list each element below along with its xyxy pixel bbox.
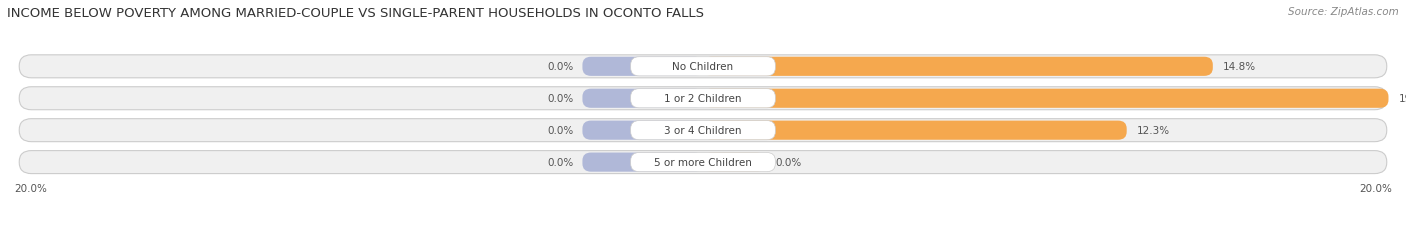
Text: 0.0%: 0.0% xyxy=(547,62,574,72)
FancyBboxPatch shape xyxy=(631,121,775,140)
Text: No Children: No Children xyxy=(672,62,734,72)
Text: 20.0%: 20.0% xyxy=(1360,183,1392,193)
FancyBboxPatch shape xyxy=(703,58,1213,76)
FancyBboxPatch shape xyxy=(631,153,775,172)
Text: 0.0%: 0.0% xyxy=(547,94,574,104)
Text: Source: ZipAtlas.com: Source: ZipAtlas.com xyxy=(1288,7,1399,17)
FancyBboxPatch shape xyxy=(703,121,1126,140)
Text: 3 or 4 Children: 3 or 4 Children xyxy=(664,126,742,136)
FancyBboxPatch shape xyxy=(703,89,1389,108)
Text: 12.3%: 12.3% xyxy=(1137,126,1170,136)
Text: 20.0%: 20.0% xyxy=(14,183,46,193)
FancyBboxPatch shape xyxy=(20,151,1386,174)
FancyBboxPatch shape xyxy=(631,89,775,108)
FancyBboxPatch shape xyxy=(582,153,703,172)
Text: 19.9%: 19.9% xyxy=(1399,94,1406,104)
FancyBboxPatch shape xyxy=(20,119,1386,142)
FancyBboxPatch shape xyxy=(582,89,703,108)
Text: 14.8%: 14.8% xyxy=(1223,62,1257,72)
FancyBboxPatch shape xyxy=(582,121,703,140)
Text: 0.0%: 0.0% xyxy=(547,157,574,167)
FancyBboxPatch shape xyxy=(20,87,1386,110)
FancyBboxPatch shape xyxy=(703,153,765,172)
Text: INCOME BELOW POVERTY AMONG MARRIED-COUPLE VS SINGLE-PARENT HOUSEHOLDS IN OCONTO : INCOME BELOW POVERTY AMONG MARRIED-COUPL… xyxy=(7,7,704,20)
Text: 1 or 2 Children: 1 or 2 Children xyxy=(664,94,742,104)
FancyBboxPatch shape xyxy=(631,58,775,76)
FancyBboxPatch shape xyxy=(582,58,703,76)
FancyBboxPatch shape xyxy=(20,56,1386,79)
Text: 0.0%: 0.0% xyxy=(547,126,574,136)
Text: 5 or more Children: 5 or more Children xyxy=(654,157,752,167)
Text: 0.0%: 0.0% xyxy=(775,157,801,167)
